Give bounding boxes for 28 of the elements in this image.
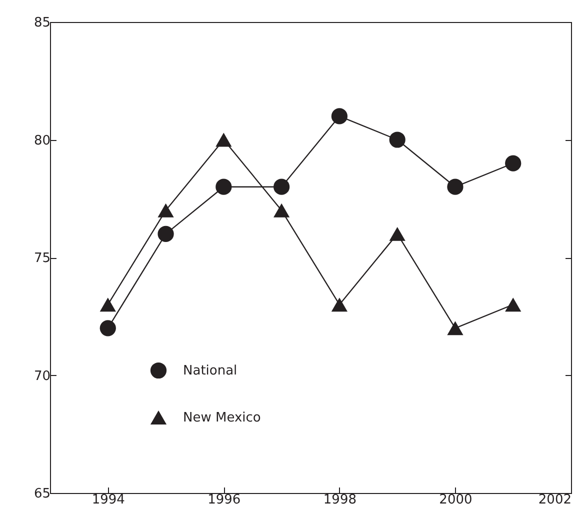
x-tick-label: 1996 — [208, 492, 241, 508]
point — [505, 298, 522, 312]
point — [447, 178, 464, 195]
point — [331, 108, 348, 124]
x-tick-label: 2002 — [538, 492, 572, 508]
point — [273, 203, 290, 218]
legend-label: National — [183, 364, 238, 378]
y-tick-label: 70 — [34, 368, 50, 384]
y-tick-label: 85 — [34, 16, 50, 30]
y-tick-label: 65 — [34, 486, 50, 502]
y-tick-label: 75 — [34, 251, 50, 266]
x-tick-label: 2000 — [439, 492, 472, 508]
x-tick-label: 1998 — [323, 492, 356, 508]
point — [389, 226, 406, 241]
point — [331, 298, 348, 312]
point — [216, 132, 232, 147]
point — [100, 320, 116, 336]
y-tick-label: 80 — [34, 133, 50, 148]
point — [100, 298, 116, 312]
point — [158, 203, 174, 218]
x-tick-label: 1994 — [92, 492, 125, 508]
point — [389, 132, 406, 148]
point — [447, 321, 464, 336]
point — [273, 178, 290, 195]
point — [158, 226, 174, 242]
legend-label: New Mexico — [183, 410, 261, 426]
point — [216, 178, 232, 195]
point — [505, 155, 522, 172]
